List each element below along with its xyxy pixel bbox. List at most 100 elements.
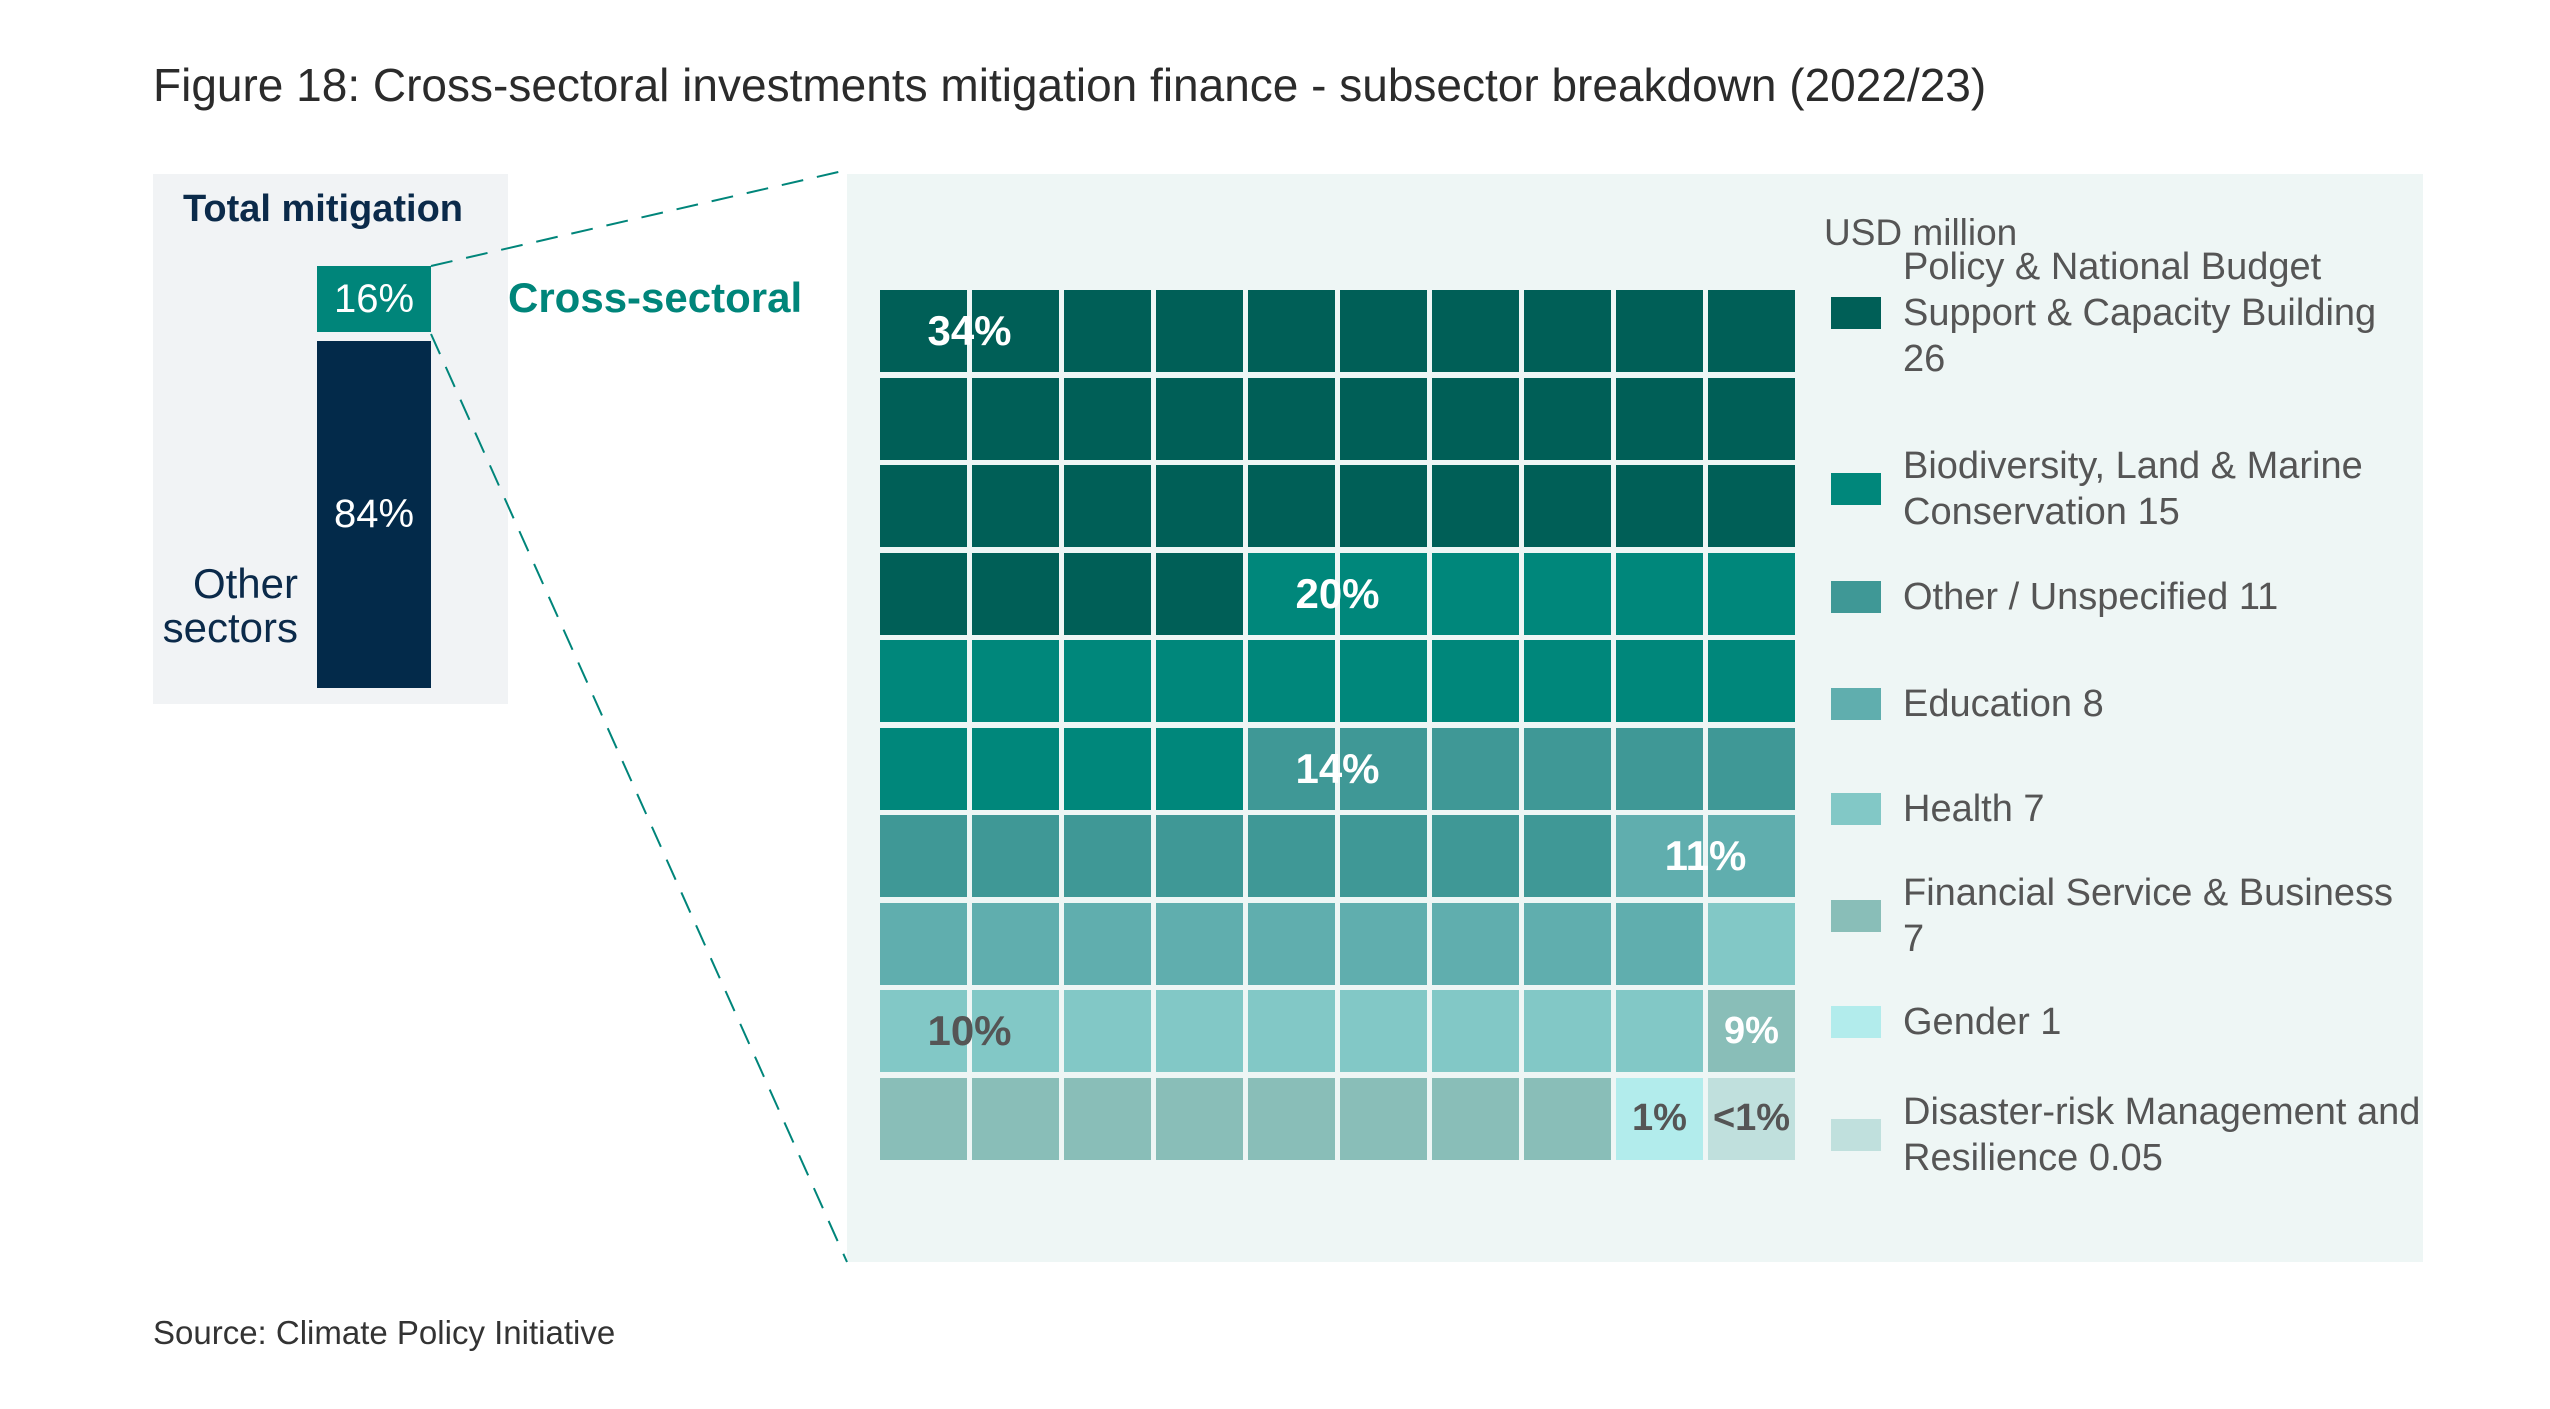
legend-label: Disaster-risk Management and Resilience … [1903,1091,2421,1179]
legend-swatch [1831,793,1881,825]
waffle-cell [1248,552,1335,635]
waffle-cell [972,552,1059,635]
waffle-cell [1156,377,1243,460]
waffle-cell [1340,552,1427,635]
waffle-cell [1708,465,1795,547]
waffle-cell [1340,1077,1427,1160]
waffle-cell [1616,727,1703,810]
legend-item: Health 7 [1831,786,2423,832]
waffle-cell [1432,902,1519,985]
legend-swatch [1831,473,1881,505]
waffle-cell [1248,902,1335,985]
waffle-cell [1340,640,1427,722]
waffle-cell [1616,902,1703,985]
waffle-cell [880,1077,967,1160]
waffle-cell [1524,290,1611,372]
waffle-cell [1616,990,1703,1072]
waffle-cell [1432,640,1519,722]
waffle-cell [972,1077,1059,1160]
waffle-percent-label: 14% [1295,744,1380,792]
waffle-cell [1248,377,1335,460]
waffle-cell [972,290,1059,372]
bar-segment-cross-sectoral: 16% [317,266,431,332]
legend-item: Education 8 [1831,681,2423,727]
waffle-cell [1248,990,1335,1072]
waffle-cell [1064,640,1151,722]
waffle-cell [1156,640,1243,722]
bar-segment-other-sectors: 84% [317,341,431,688]
waffle-cell [972,727,1059,810]
waffle-cell [1708,290,1795,372]
waffle-cell [1064,902,1151,985]
other-sectors-label: Other sectors [162,560,298,651]
waffle-cell [880,727,967,810]
waffle-cell [1432,1077,1519,1160]
waffle-cell [1248,1077,1335,1160]
waffle-cell [1708,377,1795,460]
waffle-cell [880,377,967,460]
waffle-cell [972,377,1059,460]
legend-swatch [1831,1006,1881,1038]
waffle-cell [1340,990,1427,1072]
waffle-cell [1248,727,1335,810]
waffle-cell [880,640,967,722]
waffle-percent-label: 1% [1632,1097,1687,1139]
legend-label: Other / Unspecified 11 [1903,576,2279,618]
waffle-cell [1156,990,1243,1072]
bar-label-cross-sectoral: 16% [333,276,415,321]
waffle-cell [1432,552,1519,635]
waffle-percent-label: 11% [1664,832,1747,879]
waffle-cell [1340,465,1427,547]
waffle-cell [1616,552,1703,635]
waffle-cell [1340,290,1427,372]
legend-label: Gender 1 [1903,1001,2062,1043]
waffle-cell [880,990,967,1072]
chart-title: Figure 18: Cross-sectoral investments mi… [153,59,1987,111]
waffle-cell [1432,290,1519,372]
source-note: Source: Climate Policy Initiative [153,1314,616,1351]
waffle-cell [880,815,967,897]
legend-item: Biodiversity, Land & Marine Conservation… [1831,443,2423,535]
waffle-cell [1708,1077,1795,1160]
waffle-percent-label: 9% [1724,1009,1779,1052]
waffle-cell [1064,815,1151,897]
waffle-cell [1524,377,1611,460]
legend-item: Gender 1 [1831,999,2423,1045]
legend-label: Health 7 [1903,788,2045,830]
waffle-cell [1432,377,1519,460]
waffle-cell [1524,815,1611,897]
waffle-cell [1064,552,1151,635]
legend-unit-label: USD million [1824,212,2018,253]
waffle-cell [1616,290,1703,372]
waffle-cell [1340,902,1427,985]
waffle-cell [1340,727,1427,810]
waffle-cell [1248,640,1335,722]
bar-label-other-sectors: 84% [333,492,415,536]
waffle-cell [1616,377,1703,460]
waffle-cell [1064,727,1151,810]
waffle-cell [1156,1077,1243,1160]
waffle-cell [1524,465,1611,547]
waffle-cell [972,640,1059,722]
waffle-percent-label: 10% [927,1007,1012,1054]
waffle-cell [1340,815,1427,897]
waffle-cell [1708,990,1795,1072]
waffle-cell [1616,465,1703,547]
waffle-cell [1156,815,1243,897]
waffle-cell [880,290,967,372]
legend-swatch [1831,688,1881,720]
legend-item: Other / Unspecified 11 [1831,574,2423,620]
waffle-cell [972,990,1059,1072]
waffle-cell [1064,290,1151,372]
legend-label: Biodiversity, Land & Marine Conservation… [1903,445,2363,533]
legend-swatch [1831,900,1881,932]
waffle-percent-label: 34% [927,307,1012,354]
waffle-cell [1064,377,1151,460]
legend-item: Disaster-risk Management and Resilience … [1831,1089,2423,1181]
waffle-cell [1708,552,1795,635]
waffle-cell [1248,290,1335,372]
waffle-cell [1248,465,1335,547]
legend-swatch [1831,1119,1881,1151]
waffle-cell [1064,1077,1151,1160]
waffle-cell [1708,902,1795,985]
